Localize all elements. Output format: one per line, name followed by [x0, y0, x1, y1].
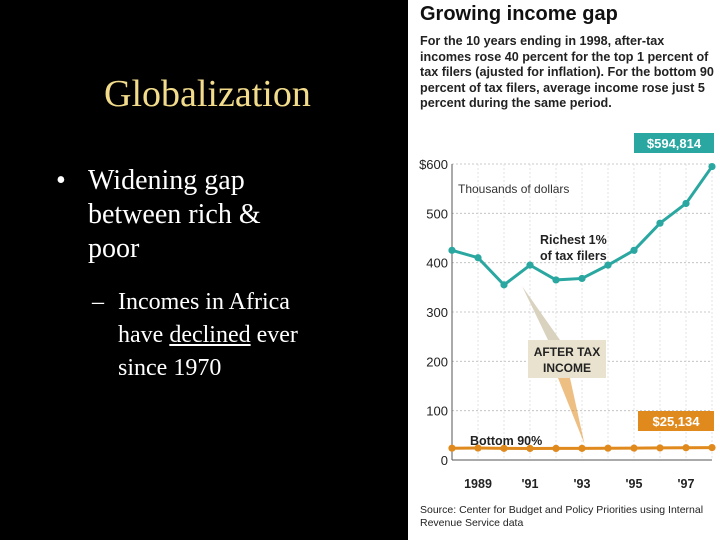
- data-point: [526, 444, 534, 453]
- data-point: [526, 261, 534, 269]
- data-point: [708, 444, 716, 452]
- series-label: Bottom 90%: [470, 434, 542, 448]
- data-point: [604, 261, 612, 269]
- data-point: [500, 281, 508, 289]
- callout-pointer-down: [558, 378, 585, 445]
- data-point: [708, 162, 716, 171]
- x-tick-label: '91: [522, 477, 539, 491]
- unit-label: Thousands of dollars: [458, 182, 569, 196]
- bullet-text: Widening gap between rich & poor: [88, 165, 261, 264]
- data-point: [448, 444, 456, 452]
- data-point: [474, 444, 482, 452]
- chart-title: Growing income gap: [420, 3, 618, 25]
- x-tick-label: '95: [626, 477, 643, 491]
- data-point: [656, 219, 664, 227]
- x-tick-label: 1989: [464, 477, 492, 491]
- after-tax-label-box: [528, 340, 606, 378]
- after-tax-label-line: INCOME: [543, 361, 591, 375]
- series-label-line: of tax filers: [540, 249, 607, 263]
- sub-text-part-2: ever since 1970: [118, 322, 298, 381]
- y-tick-label: 200: [426, 354, 448, 369]
- slide-title: Globalization: [104, 73, 311, 115]
- data-point: [656, 444, 664, 452]
- declined-link[interactable]: declined: [169, 322, 251, 348]
- data-point: [552, 276, 560, 284]
- rich-end-value-box: [634, 133, 714, 153]
- data-point: [500, 444, 508, 452]
- chart-source: Source: Center for Budget and Policy Pri…: [420, 504, 704, 529]
- x-tick-label: '93: [574, 477, 591, 491]
- chart-subtitle: For the 10 years ending in 1998, after-t…: [420, 34, 714, 111]
- data-point: [578, 444, 586, 452]
- data-point: [682, 199, 690, 208]
- y-tick-label: 500: [426, 206, 448, 221]
- rich-end-value: $594,814: [647, 136, 702, 151]
- sub-bullet-text: Incomes in Africa have declined ever sin…: [118, 286, 298, 385]
- data-point: [682, 444, 690, 452]
- poor-end-value: $25,134: [653, 414, 701, 429]
- poor-end-value-box: [638, 411, 714, 431]
- series-label-line: Richest 1%: [540, 233, 607, 247]
- y-tick-label: 0: [441, 453, 448, 468]
- y-tick-label: 400: [426, 256, 448, 271]
- data-point: [604, 444, 612, 452]
- y-tick-label: $600: [419, 157, 448, 172]
- callout-pointer-up: [522, 286, 560, 340]
- data-point: [552, 444, 560, 453]
- sub-bullet-marker: –: [92, 289, 104, 315]
- data-point: [578, 274, 586, 283]
- chart-plot: 0 100 200 300 400 500 $600 1989 '91 '93 '95 '97 Thou…: [419, 133, 716, 491]
- bullet-marker: •: [56, 165, 66, 196]
- data-point: [630, 444, 638, 452]
- data-point: [630, 246, 638, 254]
- data-point: [474, 254, 482, 262]
- data-point: [448, 246, 456, 254]
- y-tick-label: 300: [426, 305, 448, 320]
- after-tax-label-line: AFTER TAX: [534, 345, 600, 359]
- income-gap-chart: Growing income gap For the 10 years endi…: [408, 0, 720, 540]
- x-tick-label: '97: [678, 477, 695, 491]
- y-tick-label: 100: [426, 404, 448, 419]
- sub-text-part-1: Incomes in Africa have: [118, 289, 290, 348]
